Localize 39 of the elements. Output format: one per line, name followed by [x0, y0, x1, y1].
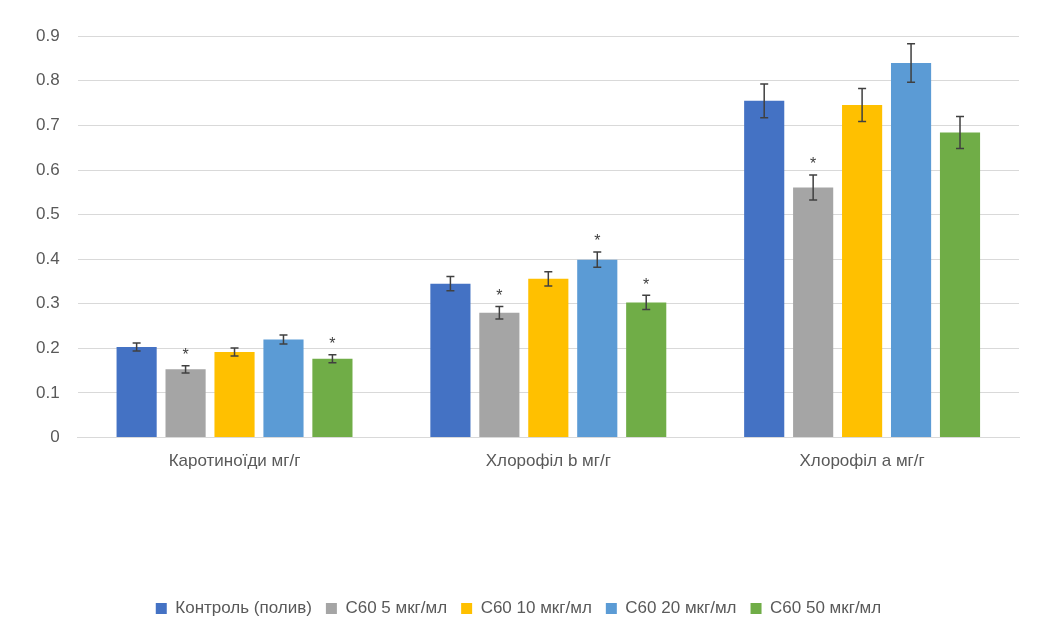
- bar: [430, 283, 471, 438]
- bar: [744, 100, 785, 438]
- bar: [116, 347, 157, 438]
- y-tick-label: 0.6: [35, 159, 60, 179]
- data-label: *: [643, 275, 650, 293]
- y-tick-label: 0.7: [35, 115, 60, 135]
- bar: [939, 132, 981, 438]
- legend-label: Контроль (полив): [175, 598, 312, 618]
- bar: [793, 187, 834, 438]
- legend-label: С60 20 мкг/мл: [625, 598, 737, 618]
- bar: [890, 62, 932, 438]
- data-label: *: [182, 346, 189, 364]
- data-label: *: [329, 335, 336, 353]
- x-tick-label: Хлорофіл a мг/г: [799, 451, 925, 471]
- bar: [528, 278, 569, 438]
- y-tick-label: 0.3: [35, 293, 60, 313]
- y-tick-label: 0.2: [35, 338, 60, 358]
- bar: [577, 259, 618, 438]
- data-label: *: [810, 155, 817, 173]
- x-tick-label: Хлорофіл b мг/г: [485, 451, 611, 471]
- bar: [479, 312, 520, 438]
- y-tick-label: 0.9: [35, 25, 60, 45]
- y-tick-label: 0.5: [35, 204, 60, 224]
- data-label: *: [496, 286, 503, 304]
- y-tick-label: 0.1: [35, 382, 60, 402]
- bar: [214, 351, 255, 438]
- bar: [626, 302, 667, 438]
- bar: [263, 339, 304, 438]
- bar: [165, 369, 206, 438]
- legend-label: С60 50 мкг/мл: [770, 598, 882, 618]
- x-tick-label: Каротиноїди мг/г: [168, 451, 301, 471]
- y-tick-label: 0: [50, 427, 60, 447]
- bar: [842, 104, 883, 438]
- legend-label: С60 5 мкг/мл: [345, 598, 448, 618]
- y-tick-label: 0.8: [35, 70, 60, 90]
- data-label: *: [594, 232, 601, 250]
- bar: [312, 358, 353, 438]
- y-tick-label: 0.4: [35, 248, 60, 268]
- legend-label: С60 10 мкг/мл: [480, 598, 592, 618]
